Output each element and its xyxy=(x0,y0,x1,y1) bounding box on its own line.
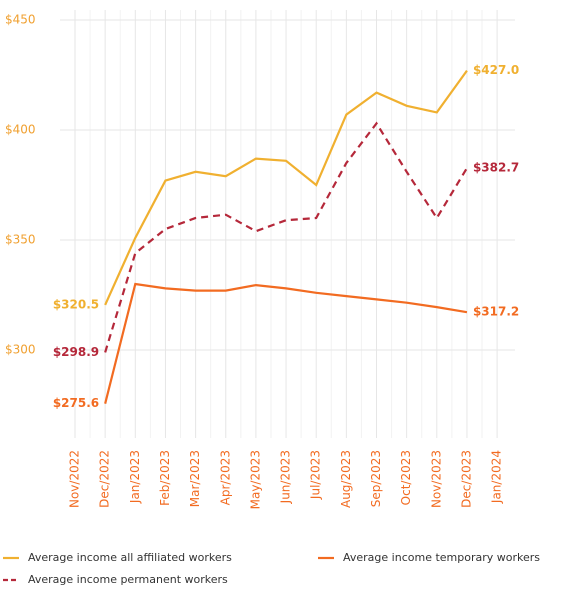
data-label: $382.7 xyxy=(473,161,519,175)
x-tick-label: Jan/2023 xyxy=(128,450,142,504)
x-tick-label: Dec/2023 xyxy=(459,450,473,508)
x-tick-label: Jan/2024 xyxy=(490,450,504,504)
x-tick-label: Apr/2023 xyxy=(218,450,232,505)
data-label: $320.5 xyxy=(53,297,99,311)
series-line xyxy=(104,121,468,353)
legend-label: Average income permanent workers xyxy=(28,573,228,586)
y-tick-label: $400 xyxy=(5,123,36,137)
y-tick-label: $300 xyxy=(5,343,36,357)
x-tick-label: Feb/2023 xyxy=(158,450,172,506)
legend-label: Average income temporary workers xyxy=(343,551,540,564)
data-label: $317.2 xyxy=(473,305,519,319)
data-label: $427.0 xyxy=(473,63,519,77)
data-label: $298.9 xyxy=(53,345,99,359)
x-tick-label: Sep/2023 xyxy=(369,450,383,507)
y-tick-label: $450 xyxy=(5,13,36,27)
y-tick-label: $350 xyxy=(5,233,36,247)
x-tick-label: May/2023 xyxy=(248,450,262,509)
series-line xyxy=(104,282,468,404)
legend-label: Average income all affiliated workers xyxy=(28,551,232,564)
x-tick-label: Aug/2023 xyxy=(339,450,353,508)
data-label: $275.6 xyxy=(53,396,99,410)
x-tick-label: Oct/2023 xyxy=(399,450,413,505)
series-line xyxy=(104,69,468,306)
x-tick-label: Jun/2023 xyxy=(279,450,293,504)
x-tick-label: Jul/2023 xyxy=(309,450,323,500)
x-tick-label: Dec/2022 xyxy=(98,450,112,508)
x-tick-label: Nov/2022 xyxy=(68,450,82,508)
x-tick-label: Mar/2023 xyxy=(188,450,202,507)
x-tick-label: Nov/2023 xyxy=(429,450,443,508)
